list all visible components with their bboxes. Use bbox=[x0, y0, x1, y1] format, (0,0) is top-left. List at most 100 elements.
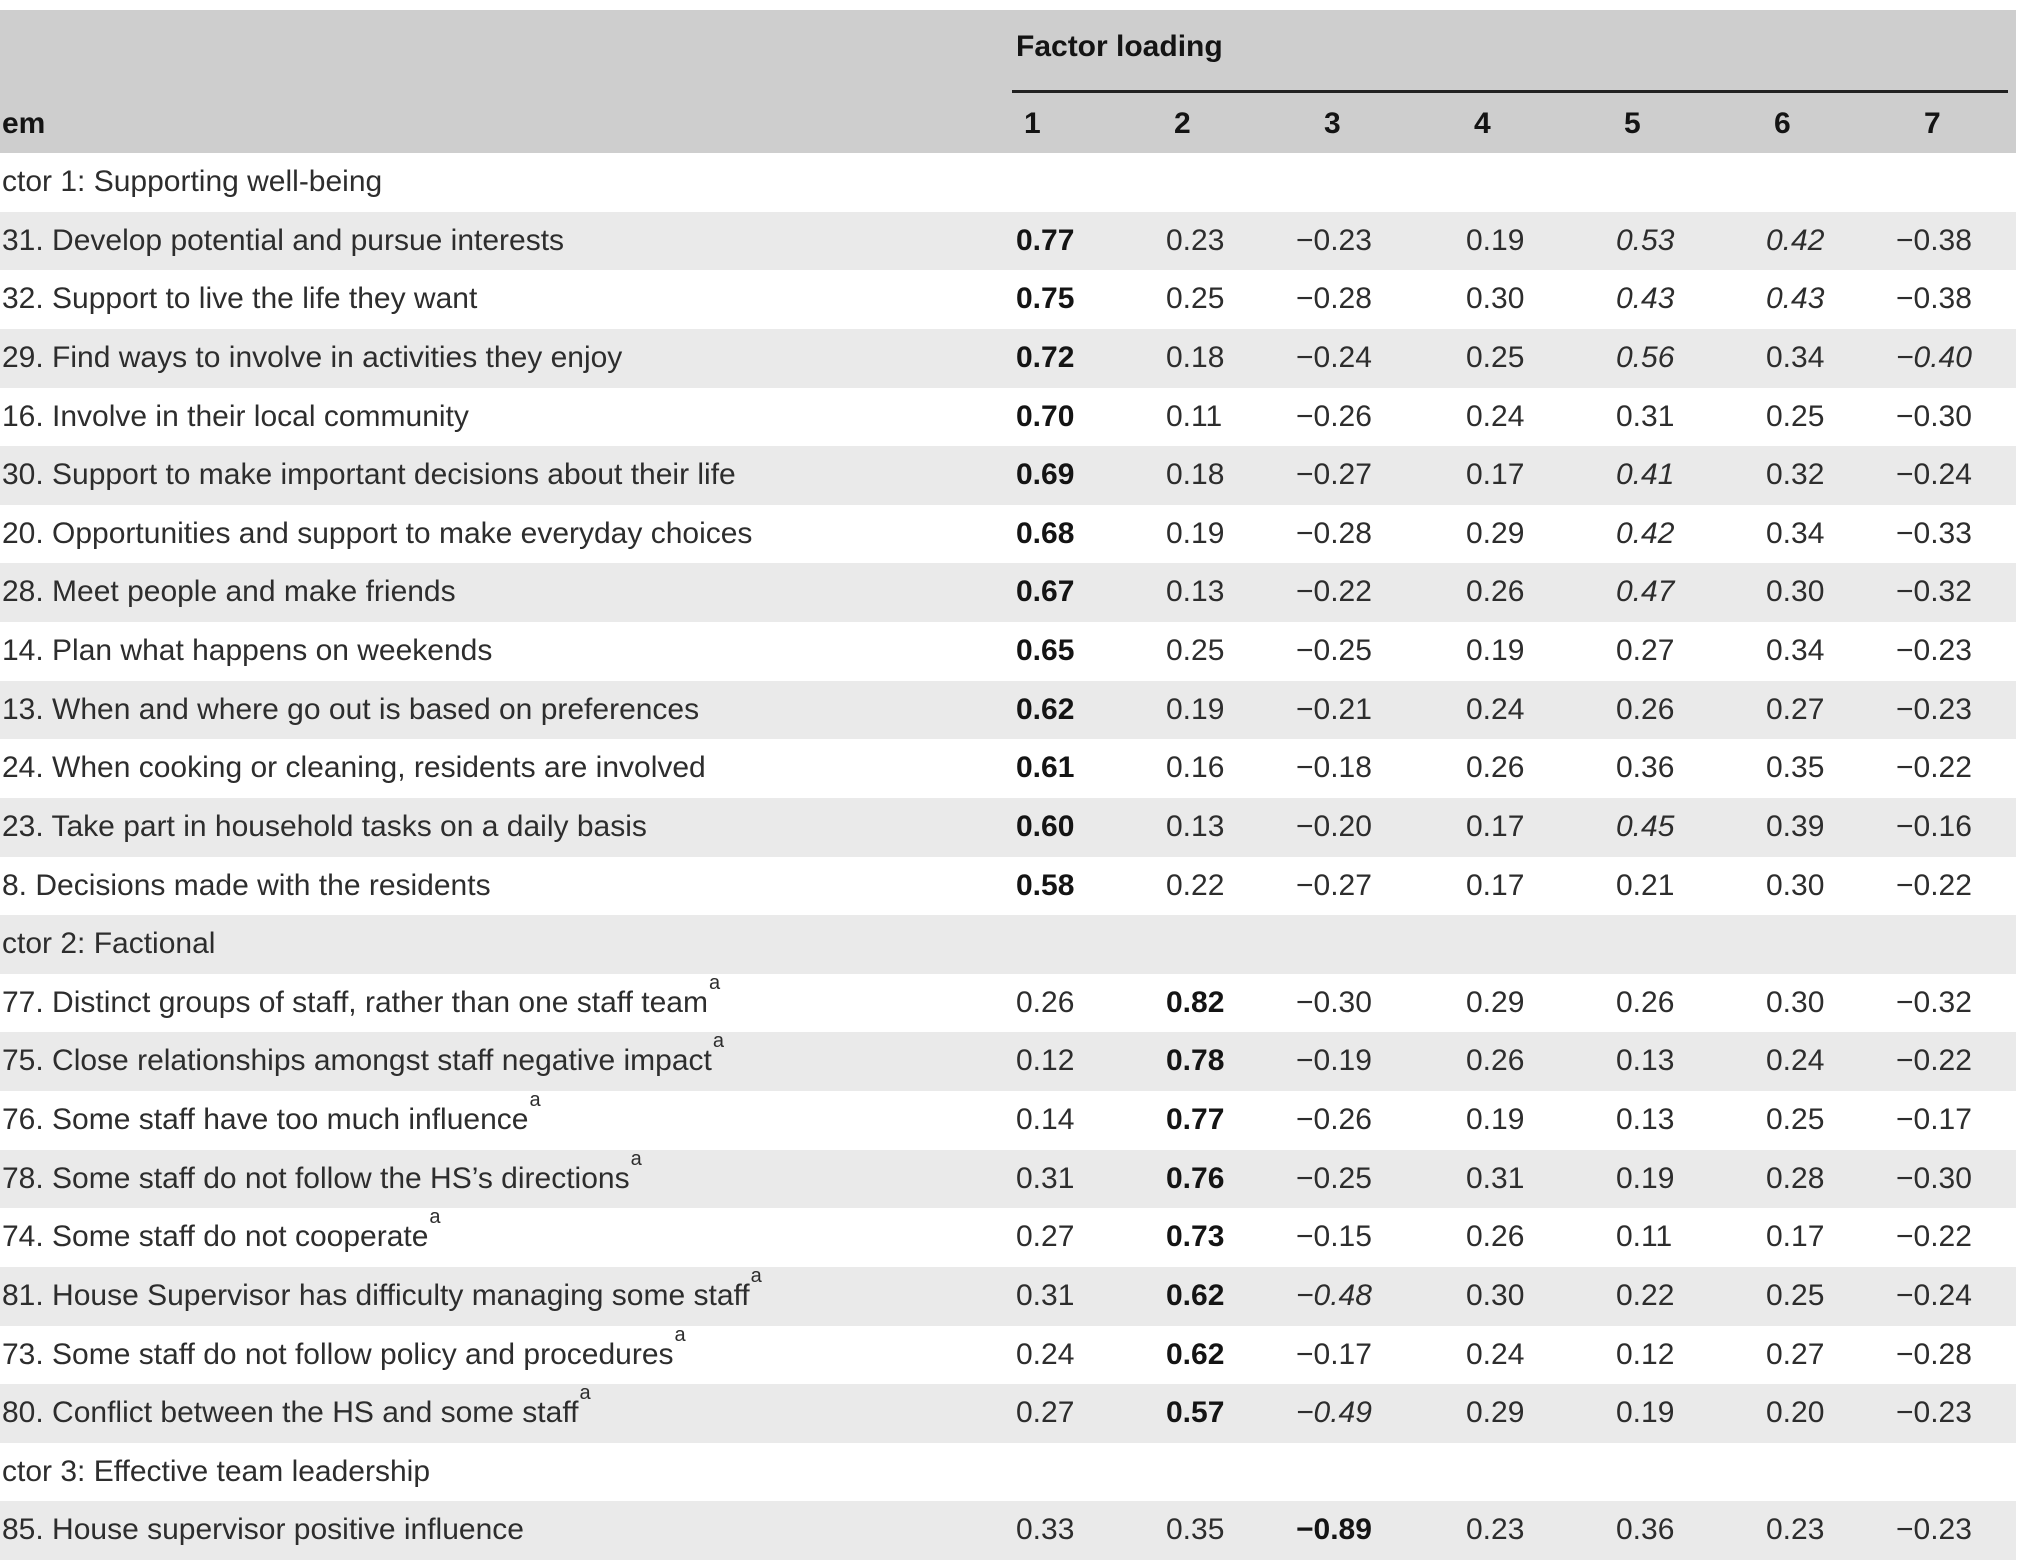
loading-value: −0.49 bbox=[1296, 1396, 1372, 1430]
item-label: 8. Decisions made with the residents bbox=[2, 868, 491, 902]
loading-value: −0.28 bbox=[1296, 516, 1372, 550]
loading-value: 0.23 bbox=[1466, 1513, 1525, 1547]
item-label: 13. When and where go out is based on pr… bbox=[2, 692, 700, 726]
table-row: 78. Some staff do not follow the HS’s di… bbox=[0, 1147, 2016, 1209]
loading-value: −0.23 bbox=[1896, 634, 1972, 668]
loading-value: 0.27 bbox=[1766, 1337, 1825, 1371]
loading-value: 0.23 bbox=[1766, 1513, 1825, 1547]
table-row: 76. Some staff have too much influencea 0… bbox=[0, 1090, 2016, 1150]
item-label: 32. Support to live the life they want bbox=[2, 282, 478, 316]
loading-value: 0.62 bbox=[1016, 692, 1075, 726]
loading-value: 0.13 bbox=[1616, 1044, 1675, 1078]
table-row: 74. Some staff do not cooperatea 0.27 0.73… bbox=[0, 1206, 2016, 1267]
factor-column-header: 6 bbox=[1774, 107, 1791, 140]
item-label: 75. Close relationships amongst staff ne… bbox=[2, 1030, 724, 1078]
loading-value: 0.26 bbox=[1466, 1220, 1525, 1254]
loading-value: 0.26 bbox=[1616, 985, 1675, 1019]
footnote-marker: a bbox=[630, 1147, 642, 1170]
loading-value: 0.19 bbox=[1166, 692, 1225, 726]
loading-value: 0.34 bbox=[1766, 516, 1825, 550]
loading-value: 0.17 bbox=[1466, 809, 1525, 843]
footnote-marker: a bbox=[579, 1382, 591, 1405]
loading-value: 0.18 bbox=[1166, 458, 1225, 492]
loading-value: −0.23 bbox=[1896, 1513, 1972, 1547]
loading-value: 0.19 bbox=[1466, 634, 1525, 668]
table-row: 14. Plan what happens on weekends 0.65 0.2… bbox=[0, 622, 2016, 681]
item-label: 16. Involve in their local community bbox=[2, 399, 469, 433]
loading-value: −0.30 bbox=[1896, 399, 1972, 433]
loading-value: 0.25 bbox=[1466, 340, 1525, 374]
loading-value: 0.19 bbox=[1466, 1103, 1525, 1137]
loading-value: −0.26 bbox=[1296, 1103, 1372, 1137]
loading-value: −0.22 bbox=[1896, 1044, 1972, 1078]
item-label: 20. Opportunities and support to make ev… bbox=[2, 516, 753, 550]
loading-value: 0.27 bbox=[1016, 1220, 1075, 1254]
loading-value: 0.68 bbox=[1016, 516, 1075, 550]
loading-value: 0.57 bbox=[1166, 1396, 1225, 1430]
loading-value: 0.75 bbox=[1016, 282, 1075, 316]
loading-value: 0.30 bbox=[1766, 575, 1825, 609]
table-row: 31. Develop potential and pursue interes… bbox=[0, 211, 2016, 271]
loading-value: 0.53 bbox=[1616, 223, 1675, 257]
item-label: 31. Develop potential and pursue interes… bbox=[2, 223, 565, 257]
item-label: 73. Some staff do not follow policy and … bbox=[2, 1323, 686, 1371]
loading-value: −0.38 bbox=[1896, 223, 1972, 257]
loading-value: 0.42 bbox=[1616, 516, 1675, 550]
loading-value: 0.27 bbox=[1766, 692, 1825, 726]
loading-value: −0.24 bbox=[1896, 458, 1972, 492]
table-row: 80. Conflict between the HS and some sta… bbox=[0, 1382, 2016, 1443]
loading-value: 0.67 bbox=[1016, 575, 1075, 609]
loading-value: 0.22 bbox=[1616, 1278, 1675, 1312]
loading-value: 0.13 bbox=[1616, 1103, 1675, 1137]
loading-value: 0.82 bbox=[1166, 985, 1225, 1019]
header-rule bbox=[1012, 90, 2008, 93]
item-label: 77. Distinct groups of staff, rather tha… bbox=[2, 971, 721, 1019]
loading-value: 0.26 bbox=[1466, 1044, 1525, 1078]
loading-value: 0.25 bbox=[1766, 1278, 1825, 1312]
loading-value: −0.22 bbox=[1896, 1220, 1972, 1254]
loading-value: −0.28 bbox=[1896, 1337, 1972, 1371]
footnote-marker: a bbox=[708, 971, 721, 994]
factor-column-header: 5 bbox=[1624, 107, 1641, 140]
loading-value: 0.45 bbox=[1616, 809, 1675, 843]
loading-value: 0.28 bbox=[1766, 1161, 1825, 1195]
item-label: 28. Meet people and make friends bbox=[2, 575, 456, 609]
section-row: ctor 1: Supporting well-being bbox=[0, 153, 2016, 212]
loading-value: −0.33 bbox=[1896, 516, 1972, 550]
table-row: 23. Take part in household tasks on a da… bbox=[0, 797, 2016, 857]
factor-column-header: 4 bbox=[1474, 107, 1491, 140]
loading-value: 0.56 bbox=[1616, 340, 1675, 374]
loading-value: 0.43 bbox=[1766, 282, 1825, 316]
loading-value: 0.32 bbox=[1766, 458, 1825, 492]
item-label: 81. House Supervisor has difficulty mana… bbox=[2, 1264, 762, 1312]
footnote-marker: a bbox=[750, 1264, 762, 1287]
loading-value: 0.36 bbox=[1616, 1513, 1675, 1547]
loading-value: 0.18 bbox=[1166, 340, 1225, 374]
loading-value: 0.35 bbox=[1766, 751, 1825, 785]
loading-value: 0.25 bbox=[1766, 1103, 1825, 1137]
loading-value: −0.32 bbox=[1896, 985, 1972, 1019]
loading-value: 0.21 bbox=[1616, 868, 1675, 902]
loading-value: 0.41 bbox=[1616, 458, 1675, 492]
loading-value: 0.24 bbox=[1766, 1044, 1825, 1078]
loading-value: 0.25 bbox=[1166, 634, 1225, 668]
factor-column-header: 2 bbox=[1174, 107, 1191, 140]
loading-value: 0.31 bbox=[1016, 1278, 1075, 1312]
footnote-marker: a bbox=[429, 1206, 441, 1229]
loading-value: 0.24 bbox=[1466, 399, 1525, 433]
table-row: 29. Find ways to involve in activities t… bbox=[0, 328, 2016, 388]
factor-section-label: ctor 1: Supporting well-being bbox=[2, 165, 383, 198]
loading-value: −0.25 bbox=[1296, 634, 1372, 668]
section-row: ctor 2: Factional bbox=[0, 915, 2016, 974]
loading-value: 0.23 bbox=[1166, 223, 1225, 257]
factor-section-label: ctor 3: Effective team leadership bbox=[2, 1454, 430, 1488]
loading-value: −0.16 bbox=[1896, 809, 1972, 843]
loading-value: 0.19 bbox=[1166, 516, 1225, 550]
loading-value: −0.23 bbox=[1296, 223, 1372, 257]
loading-value: −0.28 bbox=[1296, 282, 1372, 316]
loading-value: 0.12 bbox=[1616, 1337, 1675, 1371]
table-row: 81. House Supervisor has difficulty mana… bbox=[0, 1264, 2016, 1326]
table-row: 13. When and where go out is based on pr… bbox=[0, 680, 2016, 740]
loading-value: −0.22 bbox=[1296, 575, 1372, 609]
